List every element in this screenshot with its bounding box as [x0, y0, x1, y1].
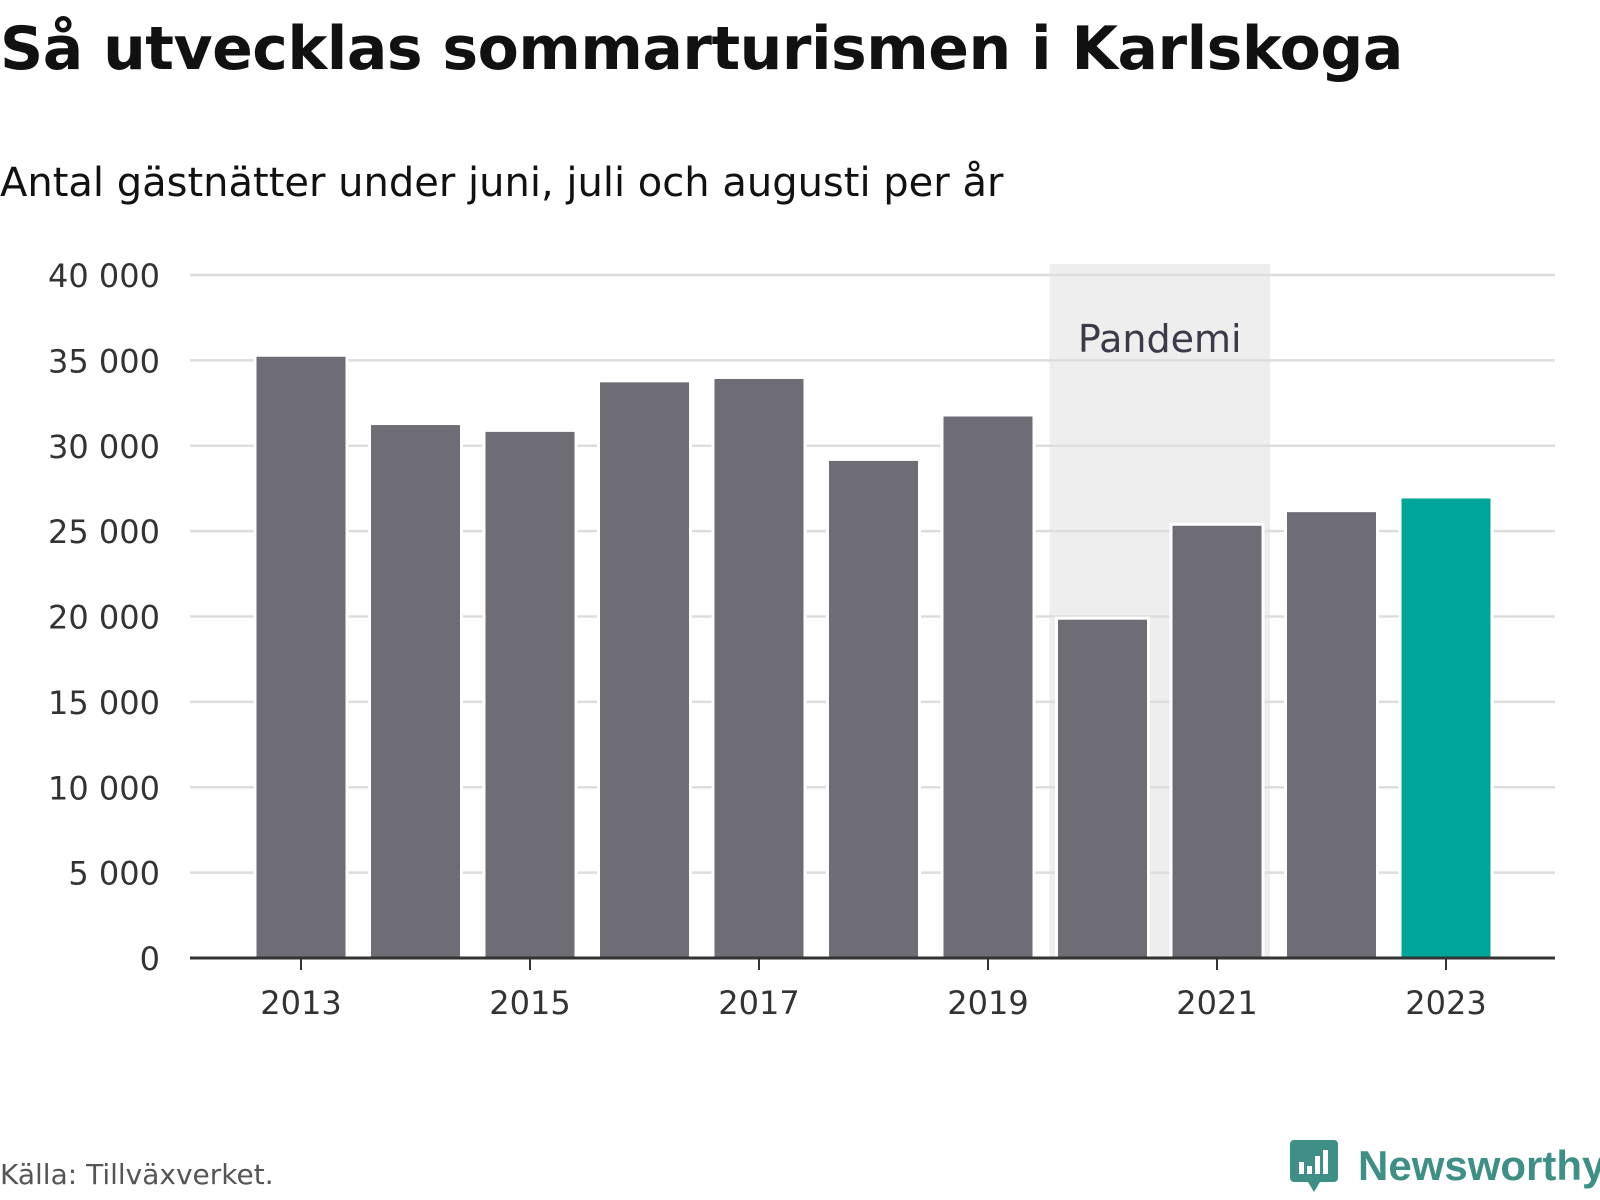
bar-2013: [253, 353, 349, 960]
y-tick-label: 35 000: [48, 342, 160, 380]
y-tick-label: 5 000: [68, 855, 160, 893]
x-tick-label: 2017: [718, 984, 799, 1022]
bar-2021: [1169, 522, 1265, 960]
x-tick-label: 2021: [1176, 984, 1257, 1022]
bar-2018: [826, 457, 921, 960]
bar-2017: [711, 375, 807, 960]
bar-2022: [1284, 509, 1379, 960]
y-tick-label: 30 000: [48, 428, 160, 466]
bar-2023: [1398, 495, 1494, 960]
x-tick-label: 2019: [947, 984, 1028, 1022]
brand: Newsworthy: [1290, 1140, 1600, 1192]
chart-title: Så utvecklas sommarturismen i Karlskoga: [0, 14, 1403, 84]
y-tick-label: 20 000: [48, 599, 160, 637]
y-tick-label: 0: [140, 940, 160, 978]
brand-name: Newsworthy: [1358, 1142, 1600, 1189]
x-tick-label: 2015: [489, 984, 570, 1022]
pandemic-label: Pandemi: [1078, 317, 1242, 361]
bar-2014: [368, 422, 463, 960]
bar-chart: Pandemi 0 5 000 10 000 15 000 20 000 25 000 30 …: [48, 257, 1555, 1022]
newsworthy-logo-icon: [1290, 1140, 1338, 1192]
bar-2016: [597, 379, 692, 960]
bar-2015: [482, 428, 578, 960]
y-tick-label: 15 000: [48, 684, 160, 722]
bar-2020: [1055, 616, 1150, 960]
bar-2019: [940, 413, 1036, 960]
y-tick-label: 25 000: [48, 513, 160, 551]
chart-subtitle: Antal gästnätter under juni, juli och au…: [0, 160, 1004, 206]
x-tick-label: 2013: [260, 984, 341, 1022]
source-note: Källa: Tillväxverket.: [0, 1158, 274, 1191]
y-tick-label: 10 000: [48, 769, 160, 807]
y-tick-label: 40 000: [48, 257, 160, 295]
x-tick-label: 2023: [1405, 984, 1486, 1022]
